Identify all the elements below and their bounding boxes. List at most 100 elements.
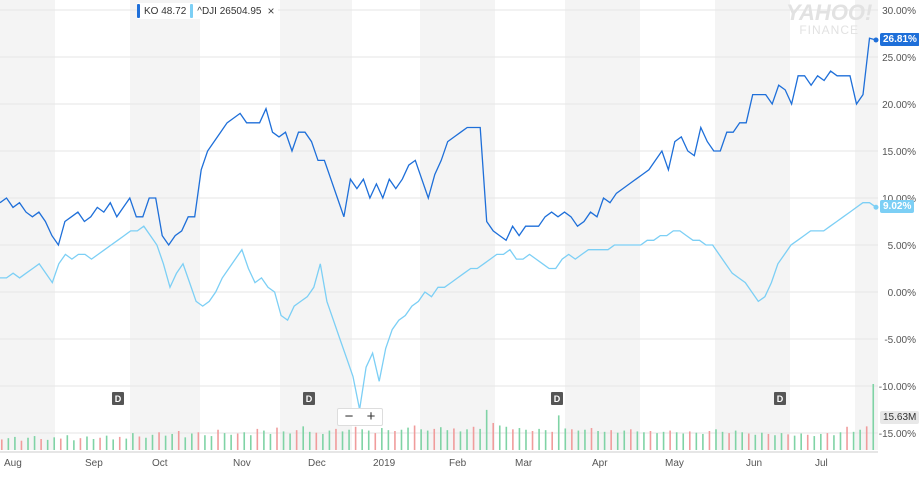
- x-tick-label: Aug: [4, 458, 22, 469]
- x-tick-label: Dec: [308, 458, 326, 469]
- volume-bar: [754, 434, 757, 450]
- volume-bar: [512, 429, 514, 450]
- series-line-dji: [0, 202, 877, 410]
- zoom-in-button[interactable]: +: [366, 408, 376, 425]
- dividend-marker: [112, 392, 124, 405]
- series-end-point: [873, 204, 879, 210]
- volume-bar: [800, 433, 802, 450]
- x-tick-label: Sep: [85, 458, 103, 469]
- volume-bar: [315, 432, 318, 450]
- volume-bar: [46, 439, 49, 450]
- legend-value-dji: 26504.95: [219, 5, 262, 17]
- volume-bar: [413, 425, 416, 450]
- volume-bar: [597, 430, 599, 450]
- volume-bar: [217, 429, 219, 450]
- volume-bar: [557, 415, 560, 450]
- price-lines: [0, 37, 879, 410]
- volume-bar: [787, 434, 789, 450]
- volume-bar: [741, 432, 744, 450]
- volume-bar: [839, 432, 842, 450]
- y-tick-label: 5.00%: [888, 241, 916, 252]
- y-tick-label: -15.00%: [879, 429, 916, 440]
- volume-bar: [440, 427, 442, 450]
- close-icon[interactable]: ×: [267, 4, 275, 18]
- zoom-controls: − +: [337, 408, 383, 426]
- volume-bar: [767, 433, 770, 450]
- volume-bar: [820, 433, 822, 450]
- volume-bar: [204, 435, 206, 450]
- volume-bar: [322, 433, 324, 450]
- volume-bar: [656, 433, 658, 450]
- volume-bar: [571, 429, 573, 450]
- volume-bar: [295, 430, 298, 450]
- volume-bar: [230, 434, 232, 450]
- volume-bar: [381, 428, 383, 450]
- volume-bar: [780, 433, 783, 450]
- volume-bar: [269, 433, 272, 450]
- volume-bar: [774, 435, 776, 450]
- volume-bar: [112, 439, 114, 450]
- volume-bar: [525, 429, 527, 450]
- volume-bar: [73, 440, 75, 450]
- volume-bar: [59, 438, 62, 450]
- volume-bar: [66, 435, 69, 450]
- volume-bar: [289, 433, 291, 450]
- dividend-marker: [303, 392, 315, 405]
- volume-bar: [53, 437, 56, 450]
- volume-bar: [7, 438, 10, 450]
- volume-bar: [79, 438, 82, 450]
- series-end-point: [873, 37, 879, 43]
- volume-bar: [33, 436, 36, 450]
- volume-bar: [852, 431, 855, 450]
- x-tick-label: Oct: [152, 458, 168, 469]
- month-band: [130, 0, 200, 450]
- volume-bar: [99, 437, 101, 450]
- volume-bar: [747, 433, 750, 450]
- volume-bar: [348, 429, 350, 450]
- volume-bar: [400, 429, 403, 450]
- volume-bar: [505, 426, 508, 450]
- month-band: [715, 0, 790, 450]
- volume-bar: [544, 430, 547, 450]
- volume-bar: [833, 435, 835, 450]
- volume-bar: [590, 428, 593, 450]
- volume-bar: [793, 435, 796, 450]
- legend-item-dji[interactable]: ^DJI 26504.95 ×: [190, 3, 274, 19]
- dividend-marker: [551, 392, 563, 405]
- volume-bar: [236, 433, 239, 450]
- dividend-marker-label: D: [554, 394, 561, 404]
- volume-bar: [308, 431, 311, 450]
- volume-bar: [184, 437, 187, 450]
- legend-value-ko: 48.72: [161, 5, 187, 17]
- volume-bar: [138, 436, 141, 450]
- volume-bar: [551, 431, 553, 450]
- volume-bar: [761, 432, 763, 450]
- volume-bar: [702, 433, 704, 450]
- volume-bar: [531, 430, 534, 450]
- legend-item-ko[interactable]: KO 48.72: [137, 3, 186, 19]
- volume-bar: [518, 428, 521, 450]
- volume-bar: [610, 430, 612, 450]
- legend-symbol-dji: ^DJI: [197, 5, 217, 17]
- volume-bar: [616, 432, 619, 450]
- month-band: [280, 0, 352, 450]
- volume-bars: [1, 384, 875, 450]
- y-axis: 30.00% 25.00% 20.00% 15.00% 10.00% 5.00% 0.00%…: [879, 6, 916, 440]
- dividend-marker: [774, 392, 786, 405]
- volume-bar: [806, 434, 809, 450]
- volume-bar: [721, 431, 724, 450]
- dividend-marker-label: D: [115, 394, 122, 404]
- volume-bar: [826, 433, 829, 450]
- legend: KO 48.72 ^DJI 26504.95 ×: [137, 3, 279, 19]
- y-tick-label: 25.00%: [882, 53, 916, 64]
- y-tick-label: -5.00%: [884, 335, 916, 346]
- volume-bar: [243, 432, 246, 450]
- volume-bar: [302, 426, 305, 450]
- volume-bar: [728, 433, 730, 450]
- volume-bar: [145, 437, 147, 450]
- volume-bar: [872, 384, 875, 450]
- zoom-out-button[interactable]: −: [344, 408, 354, 425]
- volume-bar: [191, 433, 193, 450]
